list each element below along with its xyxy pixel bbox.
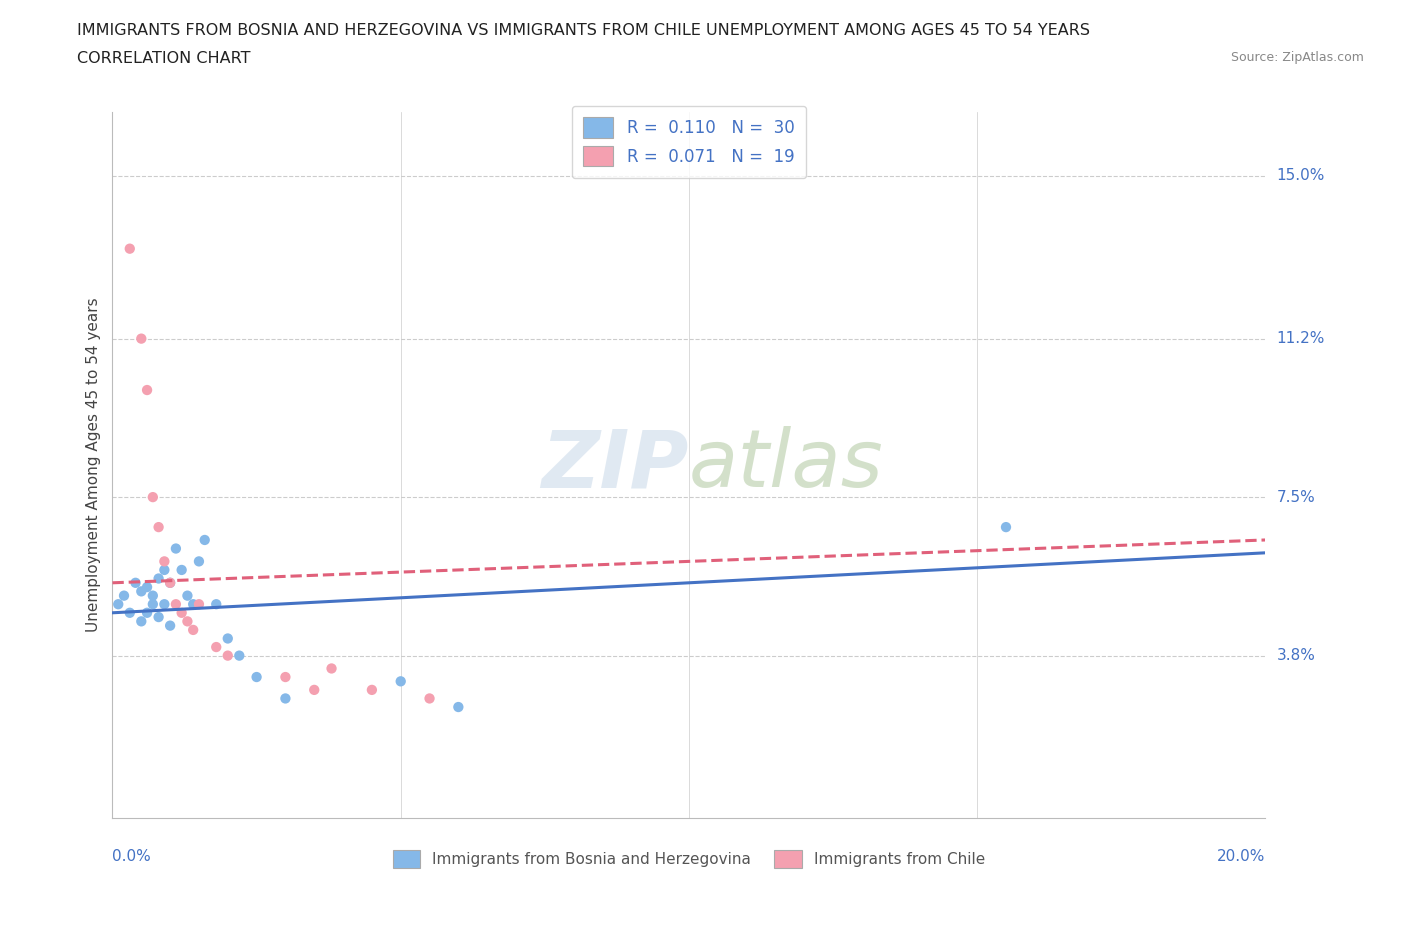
Point — [153, 563, 176, 578]
Point — [246, 670, 269, 684]
Point — [112, 588, 135, 603]
Text: 3.8%: 3.8% — [1277, 648, 1316, 663]
Point — [181, 622, 204, 637]
Point — [188, 597, 211, 612]
Point — [159, 576, 181, 591]
Point — [176, 614, 198, 629]
Text: 20.0%: 20.0% — [1218, 849, 1265, 864]
Point — [274, 691, 297, 706]
Point — [995, 520, 1018, 535]
Legend: Immigrants from Bosnia and Herzegovina, Immigrants from Chile: Immigrants from Bosnia and Herzegovina, … — [387, 844, 991, 874]
Point — [136, 382, 159, 397]
Point — [181, 597, 204, 612]
Point — [148, 610, 170, 625]
Y-axis label: Unemployment Among Ages 45 to 54 years: Unemployment Among Ages 45 to 54 years — [86, 298, 101, 632]
Point — [419, 691, 441, 706]
Point — [153, 597, 176, 612]
Point — [136, 579, 159, 594]
Point — [148, 571, 170, 586]
Point — [205, 597, 228, 612]
Point — [194, 533, 217, 548]
Text: 15.0%: 15.0% — [1277, 168, 1324, 183]
Point — [129, 614, 153, 629]
Point — [165, 541, 187, 556]
Point — [304, 683, 326, 698]
Point — [118, 241, 141, 256]
Point — [360, 683, 382, 698]
Point — [142, 588, 165, 603]
Point — [142, 490, 165, 505]
Point — [136, 605, 159, 620]
Point — [118, 605, 141, 620]
Text: 11.2%: 11.2% — [1277, 331, 1324, 346]
Point — [107, 597, 129, 612]
Point — [274, 670, 297, 684]
Text: atlas: atlas — [689, 426, 884, 504]
Point — [176, 588, 198, 603]
Text: 7.5%: 7.5% — [1277, 489, 1315, 505]
Point — [129, 584, 153, 599]
Point — [165, 597, 187, 612]
Point — [389, 674, 412, 689]
Point — [228, 648, 250, 663]
Point — [129, 331, 153, 346]
Text: CORRELATION CHART: CORRELATION CHART — [77, 51, 250, 66]
Point — [205, 640, 228, 655]
Point — [142, 597, 165, 612]
Point — [170, 563, 193, 578]
Point — [148, 520, 170, 535]
Point — [447, 699, 470, 714]
Point — [124, 576, 146, 591]
Point — [170, 605, 193, 620]
Text: 0.0%: 0.0% — [112, 849, 152, 864]
Point — [159, 618, 181, 633]
Point — [188, 554, 211, 569]
Point — [321, 661, 343, 676]
Text: IMMIGRANTS FROM BOSNIA AND HERZEGOVINA VS IMMIGRANTS FROM CHILE UNEMPLOYMENT AMO: IMMIGRANTS FROM BOSNIA AND HERZEGOVINA V… — [77, 23, 1090, 38]
Text: ZIP: ZIP — [541, 426, 689, 504]
Text: Source: ZipAtlas.com: Source: ZipAtlas.com — [1230, 51, 1364, 64]
Point — [217, 631, 239, 646]
Point — [153, 554, 176, 569]
Point — [159, 576, 181, 591]
Point — [217, 648, 239, 663]
